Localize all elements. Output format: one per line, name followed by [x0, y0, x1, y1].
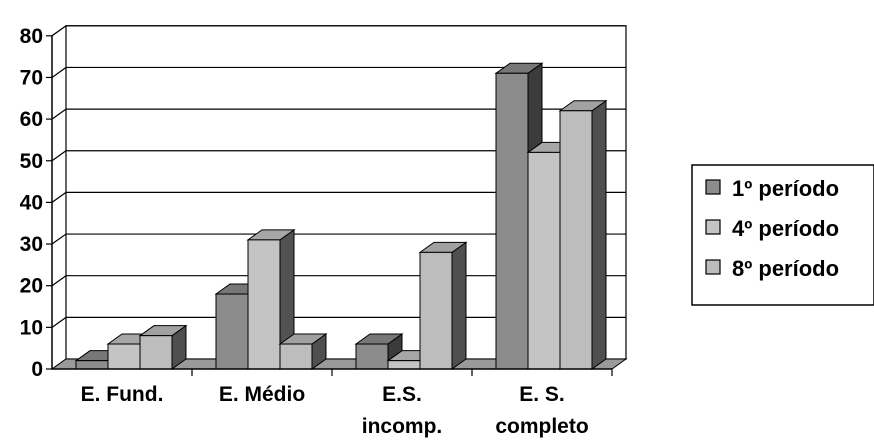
bar-front: [559, 110, 593, 370]
x-category-label: E.S. incomp.: [362, 383, 443, 438]
bar-front: [527, 151, 561, 370]
y-tick-label: 70: [20, 66, 43, 89]
bar-front: [279, 343, 313, 370]
x-category-label-line: completo: [495, 415, 588, 438]
bar-front: [107, 343, 141, 370]
x-category-label-line: E. Fund.: [81, 383, 164, 406]
bar-front: [495, 72, 529, 370]
bar-2-2: [418, 241, 468, 370]
bar-0-2: [138, 324, 188, 370]
x-axis-category-labels: E. Fund. E. Médio E.S. incomp. E. S. completo: [81, 383, 589, 438]
legend-entry-label: 1º período: [732, 176, 839, 201]
legend: 1º período 4º período 8º período: [691, 164, 874, 306]
y-tick-label: 50: [20, 150, 43, 173]
y-tick-label: 30: [20, 233, 43, 256]
x-category-label-line: E. Médio: [219, 383, 305, 406]
gridline: [51, 66, 626, 78]
bar-3-2: [558, 99, 608, 370]
legend-swatch: [705, 179, 721, 195]
bar-side: [591, 99, 607, 370]
legend-entry-label: 4º período: [732, 216, 839, 241]
y-tick-label: 40: [20, 191, 43, 214]
gridline: [51, 150, 626, 162]
y-tick-label: 10: [20, 316, 43, 339]
bar-front: [419, 251, 453, 370]
x-category-label-line: incomp.: [362, 415, 443, 438]
x-category-label: E. Médio: [219, 383, 305, 406]
bar-front: [215, 293, 249, 370]
y-tick-label: 80: [20, 25, 43, 48]
gridline: [51, 233, 626, 245]
bar-front: [247, 239, 281, 370]
gridline: [51, 108, 626, 120]
y-axis-tick-labels: 0 10 20 30 40 50 60 70 80: [20, 25, 43, 381]
x-category-label: E. S. completo: [495, 383, 588, 438]
gridlines: [51, 25, 626, 328]
bar-1-1: [246, 228, 296, 370]
axes: [46, 35, 613, 376]
bar-front: [75, 360, 109, 370]
bar-1-2: [278, 333, 328, 370]
x-category-label: E. Fund.: [81, 383, 164, 406]
y-tick-label: 60: [20, 108, 43, 131]
gridline: [51, 25, 626, 37]
legend-swatch: [705, 219, 721, 235]
legend-box: [691, 164, 874, 306]
bars: [74, 62, 608, 370]
legend-swatch: [705, 259, 721, 275]
bar-front: [355, 343, 389, 370]
x-category-label-line: E. S.: [519, 383, 565, 406]
legend-entry-label: 8º período: [732, 256, 839, 281]
x-category-label-line: E.S.: [382, 383, 422, 406]
y-tick-label: 20: [20, 275, 43, 298]
y-tick-label: 0: [31, 358, 43, 381]
gridline: [51, 191, 626, 203]
bar-front: [139, 335, 173, 370]
bar-side: [451, 241, 467, 370]
bar-front: [387, 360, 421, 370]
